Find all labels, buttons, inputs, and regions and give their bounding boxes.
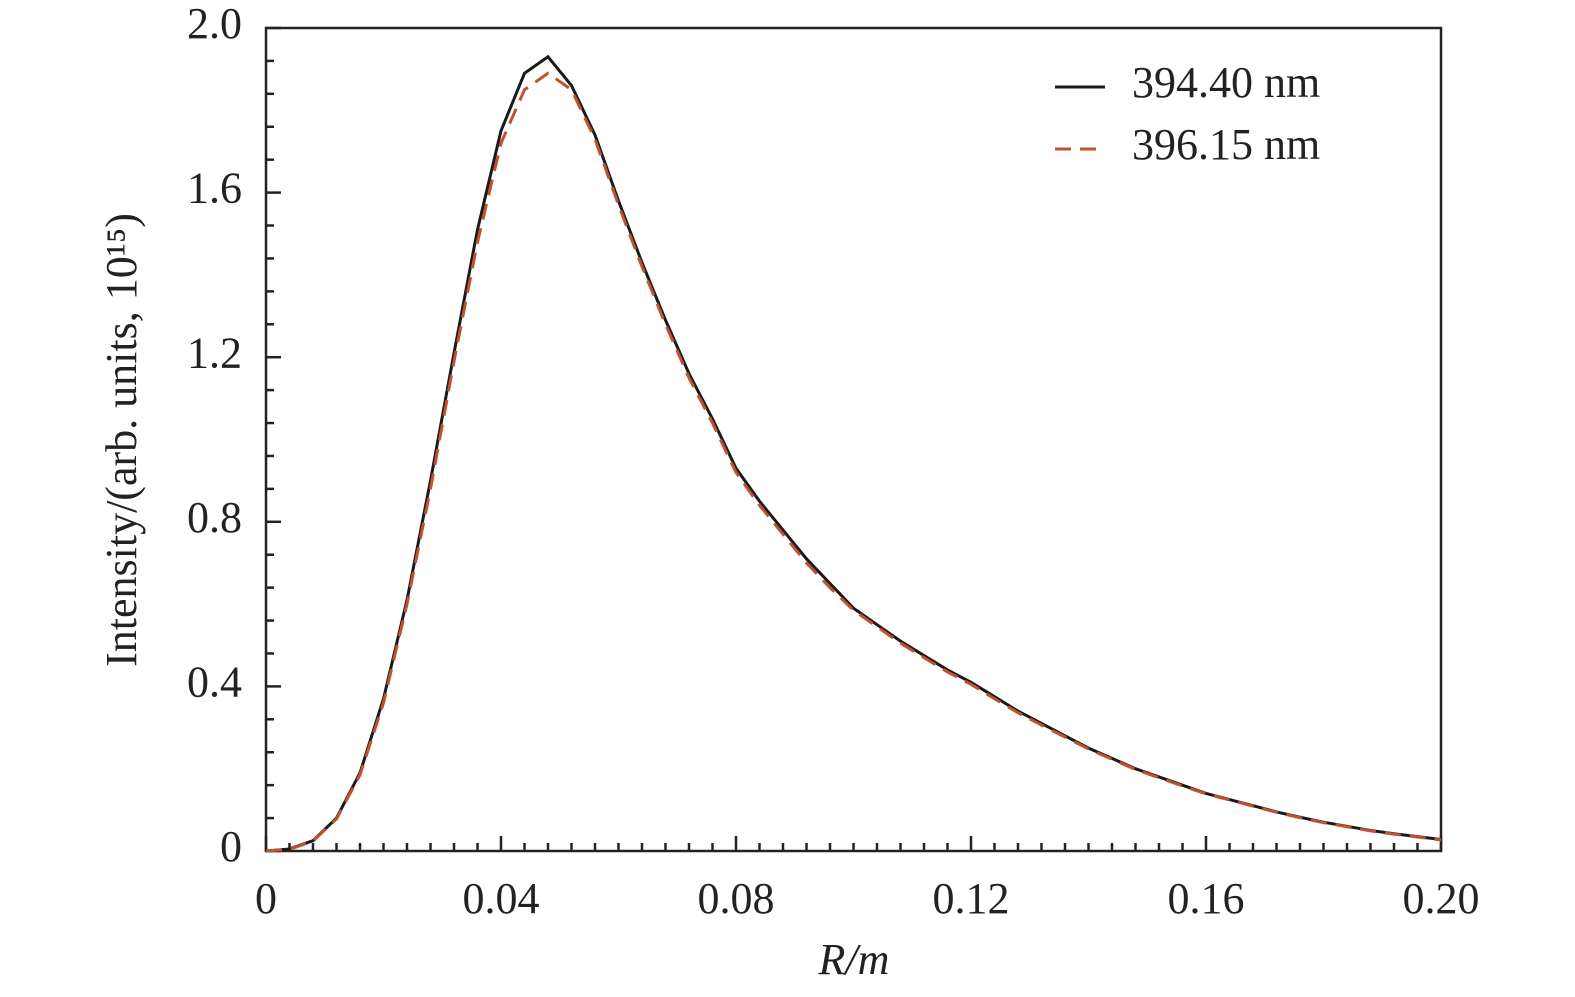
- x-axis-label: R/m: [818, 935, 890, 984]
- legend-label: 394.40 nm: [1132, 58, 1320, 107]
- data-line: [265, 71, 1442, 853]
- y-tick-label: 1.6: [187, 164, 242, 213]
- y-tick-label: 2.0: [187, 0, 242, 48]
- data-line: [265, 54, 1442, 853]
- y-tick-label: 0.8: [187, 493, 242, 542]
- y-tick-label: 1.2: [187, 328, 242, 377]
- legend-label: 396.15 nm: [1132, 120, 1320, 169]
- y-tick-label: 0: [220, 822, 242, 871]
- x-tick-label: 0.12: [933, 874, 1010, 923]
- x-tick-label: 0.16: [1168, 874, 1245, 923]
- x-tick-label: 0.08: [698, 874, 775, 923]
- x-tick-label: 0: [255, 874, 277, 923]
- x-tick-label: 0.04: [463, 874, 540, 923]
- x-tick-label: 0.20: [1403, 874, 1480, 923]
- y-axis-label: Intensity/(arb. units, 10¹⁵): [97, 213, 146, 667]
- y-tick-label: 0.4: [187, 657, 242, 706]
